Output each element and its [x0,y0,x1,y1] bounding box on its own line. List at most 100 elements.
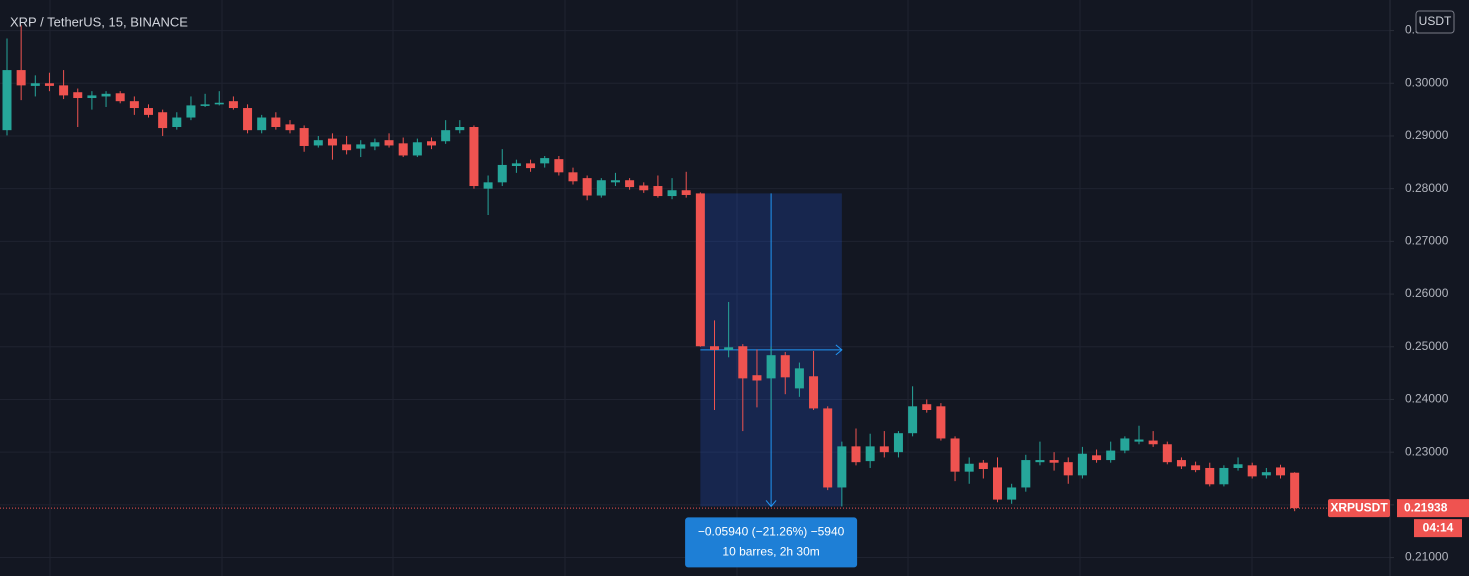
candle-body [356,144,366,149]
y-tick-label: 0.21000 [1405,550,1449,564]
candle-body [1120,438,1130,451]
symbol-tag-bg [1328,499,1390,518]
candle-body [511,163,521,167]
candle-body [1290,472,1300,509]
candle-body [243,108,253,131]
candle-body [936,406,946,439]
candle-body [44,83,54,86]
candle-body [144,108,153,115]
candle-body [1007,487,1017,500]
candle-body [469,127,479,187]
grid [0,30,1390,559]
candle-body [1276,467,1285,476]
candle-body [922,404,932,410]
candle-body [1021,460,1031,488]
candle-body [766,355,776,379]
countdown-bg [1414,519,1462,538]
candle-body [200,104,210,106]
candle-body [809,376,819,409]
candle-body [1261,472,1271,476]
candle-body [780,355,790,378]
candle-body [582,178,592,196]
candle-body [299,128,309,146]
price-label: 0.21938 [1404,500,1448,514]
price-label-bg [1397,499,1469,518]
candle-body [908,406,918,434]
candle-body [837,446,847,488]
candle-body [681,190,691,195]
chart-title: XRP / TetherUS, 15, BINANCE [10,14,188,29]
candle-body [455,127,465,131]
y-tick-label: 0.26000 [1405,286,1449,300]
candle-body [441,130,451,142]
candle-body [186,105,196,118]
candle-body [993,467,1002,500]
candle-body [879,446,889,453]
candle-body [554,159,564,173]
candle-body [370,142,380,147]
candle-body [30,83,40,86]
candle-body [1035,460,1045,463]
candle-body [1247,465,1257,477]
candle-body [823,408,833,488]
candle-body [483,182,493,189]
candle-body [1106,450,1116,461]
candle-body [865,446,875,462]
candle-body [1049,460,1059,463]
candle-body [1063,462,1073,476]
candle-body [285,124,295,131]
candle-body [1219,467,1229,485]
candle-body [257,117,267,131]
price-axis: 0.210000.220000.230000.240000.250000.260… [1390,23,1449,564]
candle-body [540,158,550,164]
candles [2,25,1300,512]
candle-body [228,101,238,109]
candle-body [342,144,352,151]
candle-body [398,143,408,156]
candle-body [1205,467,1215,485]
time-grid [49,0,1253,576]
candle-body [115,93,125,102]
candle-body [384,140,394,146]
candle-body [526,163,536,169]
measure-arrowhead [835,344,843,356]
currency-badge: USDT [1419,14,1452,28]
countdown: 04:14 [1423,520,1454,534]
candle-body [1233,464,1243,468]
candle-body [724,347,734,350]
candle-body [1191,465,1201,471]
candle-body [497,164,507,183]
measure-label: −0.05940 (−21.26%) −5940 [698,525,845,539]
y-tick-label: 0.30000 [1405,75,1449,89]
candle-body [1162,444,1172,463]
candle-body [101,93,111,97]
candle-body [172,117,182,128]
candle-body [738,346,748,379]
candle-body [978,462,988,470]
measure-label-bg [685,517,858,568]
candle-body [653,186,663,197]
candle-body [695,193,705,347]
candle-body [1134,439,1144,442]
candle-body [16,70,26,86]
candle-body [2,70,12,131]
candle-body [710,346,719,350]
candle-body [610,180,620,183]
candle-body [327,138,337,146]
y-tick-label: 0.23000 [1405,444,1449,458]
currency-badge-bg [1415,10,1455,34]
candle-body [639,185,649,191]
candle-body [271,117,281,128]
candle-body [667,190,677,197]
candle-body [1148,440,1158,445]
candle-body [427,141,436,146]
measure-arrowhead [765,500,777,508]
candle-body [129,101,139,109]
candle-body [158,112,168,129]
measure-detail: 10 barres, 2h 30m [722,545,819,559]
candle-body [568,172,578,182]
y-tick-label: 0.27000 [1405,234,1449,248]
candle-body [1092,455,1102,461]
candle-body [950,438,960,472]
